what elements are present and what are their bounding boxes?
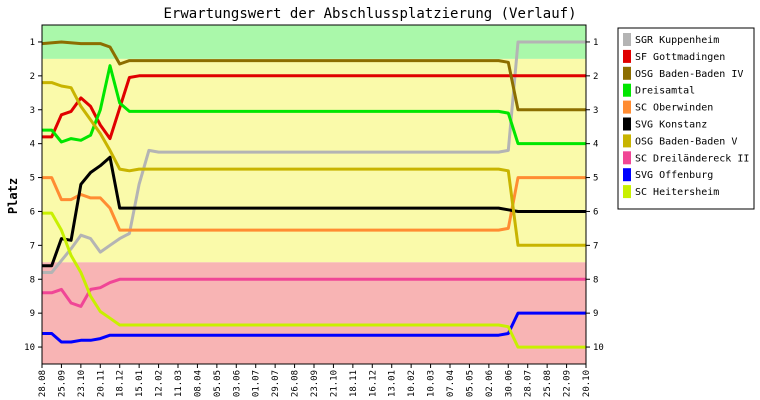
y-tick-label-left: 10 xyxy=(24,343,35,353)
y-tick-label-right: 3 xyxy=(593,106,598,116)
legend: SGR Kuppenheim SF Gottmadingen OSG Baden-B… xyxy=(617,27,755,210)
x-tick-label: 01.07 xyxy=(252,370,262,397)
x-tick-label: 25.08 xyxy=(543,370,553,397)
x-tick-label: 02.06 xyxy=(485,370,495,397)
x-tick-label: 13.01 xyxy=(388,370,398,397)
y-tick-label-left: 6 xyxy=(30,207,35,217)
band-mitte xyxy=(42,58,586,263)
x-tick-label: 20.10 xyxy=(582,370,592,397)
series-line-5 xyxy=(42,155,586,268)
legend-label-3: Dreisamtal xyxy=(635,86,695,97)
y-tick-label-left: 2 xyxy=(30,72,35,82)
x-tick-label: 26.08 xyxy=(291,370,301,397)
y-tick-label-right: 6 xyxy=(593,207,598,217)
x-tick-label: 05.05 xyxy=(213,370,223,397)
legend-swatch-0 xyxy=(623,33,631,46)
y-tick-label-left: 9 xyxy=(30,309,35,319)
x-tick-label: 12.02 xyxy=(155,370,165,397)
x-tick-label: 08.04 xyxy=(193,370,203,397)
legend-label-5: SVG Konstanz xyxy=(635,120,707,131)
legend-swatch-1 xyxy=(623,49,631,63)
series-line-1 xyxy=(42,74,586,141)
series-line-0 xyxy=(42,40,586,274)
band-abstieg xyxy=(42,262,586,364)
legend-swatch-3 xyxy=(623,83,631,97)
legend-swatch-4 xyxy=(623,100,631,114)
legend-label-8: SVG Offenburg xyxy=(635,170,713,181)
series-lines xyxy=(41,40,586,349)
x-tick-label: 25.09 xyxy=(57,370,67,397)
x-tick-label: 16.12 xyxy=(368,370,378,397)
legend-swatch-8 xyxy=(623,168,631,182)
x-tick-label: 30.06 xyxy=(504,370,514,397)
y-tick-label-left: 5 xyxy=(30,174,35,184)
legend-label-6: OSG Baden-Baden V xyxy=(635,136,737,147)
x-tick-label: 18.12 xyxy=(116,370,126,397)
y-axis-left: 1 2 3 4 5 6 7 8 9 10 xyxy=(24,38,42,353)
legend-swatch-6 xyxy=(623,134,631,148)
series-line-7 xyxy=(42,277,586,308)
chart-title: Erwartungswert der Abschlussplatzierung … xyxy=(163,6,576,22)
x-tick-label: 23.09 xyxy=(310,370,320,397)
x-axis: 28.08 25.09 23.10 20.11 18.12 15.01 12.02 11.03… xyxy=(38,364,592,397)
series-line-8 xyxy=(42,311,586,344)
x-tick-label: 18.11 xyxy=(349,370,359,397)
band-aufstieg xyxy=(42,25,586,59)
x-tick-label: 28.08 xyxy=(38,370,48,397)
y-tick-label-right: 7 xyxy=(593,241,598,251)
legend-label-4: SC Oberwinden xyxy=(635,103,713,114)
y-tick-label-left: 4 xyxy=(30,140,35,150)
legend-label-1: SF Gottmadingen xyxy=(635,52,725,63)
y-tick-label-right: 5 xyxy=(593,174,598,184)
y-tick-label-right: 4 xyxy=(593,140,598,150)
y-tick-label-left: 8 xyxy=(30,275,35,285)
y-tick-label-right: 8 xyxy=(593,275,598,285)
legend-label-9: SC Heitersheim xyxy=(635,187,719,198)
x-tick-label: 11.03 xyxy=(174,370,184,397)
y-tick-label-right: 9 xyxy=(593,309,598,319)
series-line-9 xyxy=(42,211,586,349)
y-tick-label-right: 1 xyxy=(593,38,598,48)
x-tick-label: 03.06 xyxy=(232,370,242,397)
x-tick-label: 21.10 xyxy=(329,370,339,397)
legend-box xyxy=(617,27,755,210)
x-tick-label: 29.07 xyxy=(271,370,281,397)
x-tick-label: 20.11 xyxy=(96,370,106,397)
x-tick-label: 10.02 xyxy=(407,370,417,397)
y-tick-label-left: 1 xyxy=(30,38,35,48)
series-line-4 xyxy=(42,176,586,232)
x-tick-label: 07.04 xyxy=(446,370,456,397)
x-tick-label: 28.07 xyxy=(524,370,534,397)
y-axis-label: Platz xyxy=(6,178,20,214)
y-tick-label-left: 7 xyxy=(30,241,35,251)
series-line-3 xyxy=(42,64,586,146)
legend-label-7: SC Dreiländereck II xyxy=(635,153,749,164)
legend-swatch-7 xyxy=(623,151,631,165)
y-tick-label-right: 10 xyxy=(593,343,604,353)
x-tick-label: 05.05 xyxy=(465,370,475,397)
x-tick-label: 15.01 xyxy=(135,370,145,397)
x-tick-label: 22.09 xyxy=(563,370,573,397)
legend-swatch-9 xyxy=(623,185,631,199)
x-tick-label: 23.10 xyxy=(77,370,87,397)
y-tick-label-left: 3 xyxy=(30,106,35,116)
x-tick-label: 10.03 xyxy=(427,370,437,397)
legend-label-2: OSG Baden-Baden IV xyxy=(635,69,743,80)
y-axis-right: 1 2 3 4 5 6 7 8 9 10 xyxy=(586,38,604,353)
legend-swatch-2 xyxy=(623,66,631,80)
series-line-2 xyxy=(41,40,586,112)
legend-swatch-5 xyxy=(623,117,631,131)
y-tick-label-right: 2 xyxy=(593,72,598,82)
series-line-6 xyxy=(42,81,586,247)
legend-label-0: SGR Kuppenheim xyxy=(635,35,719,46)
